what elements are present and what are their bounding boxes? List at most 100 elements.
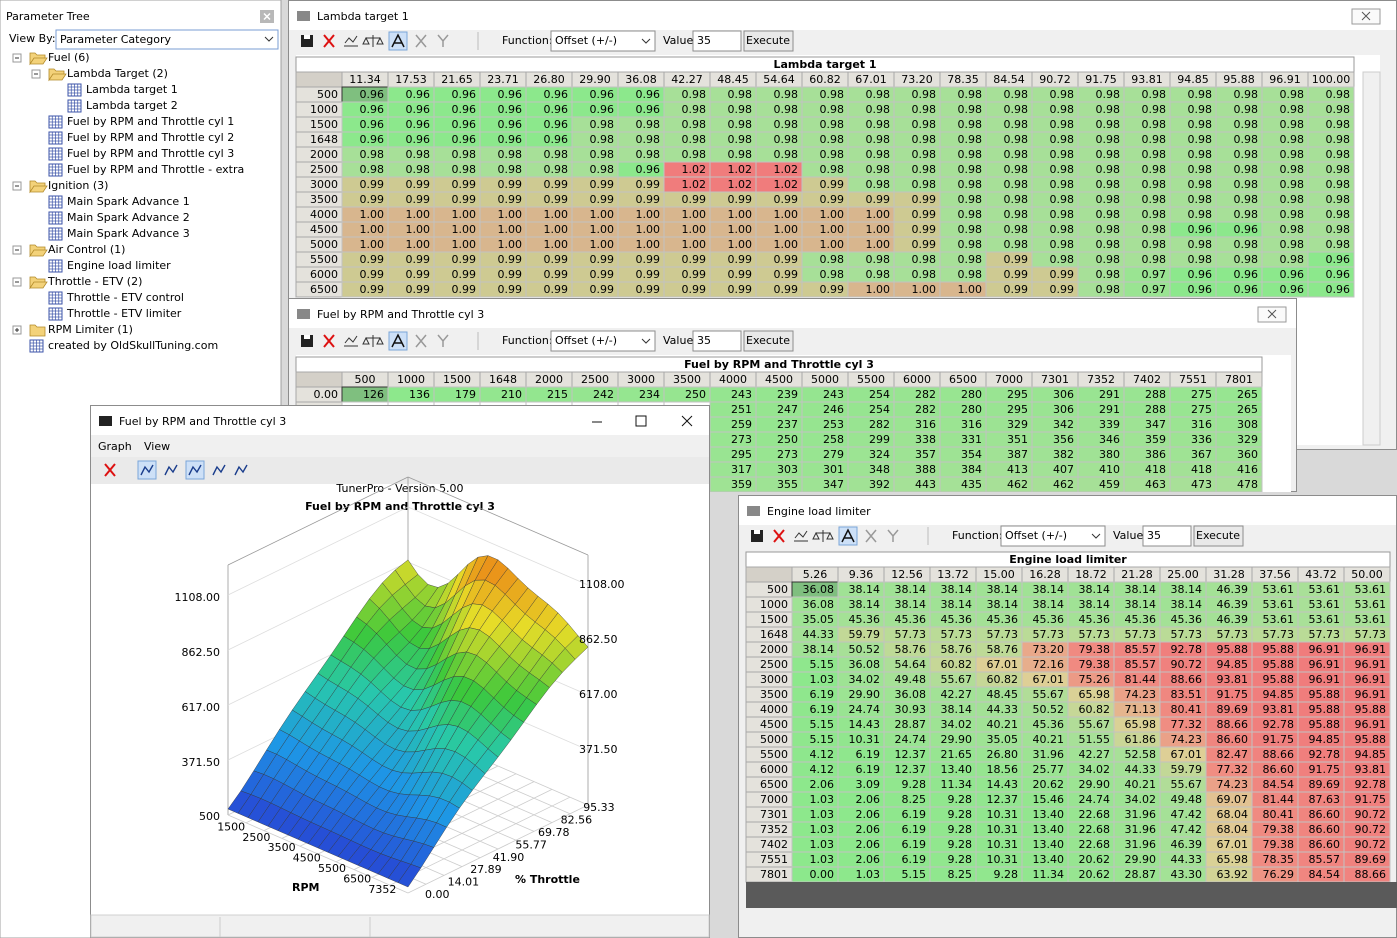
function-select[interactable]	[1000, 525, 1106, 547]
cell-value: 81.44	[1263, 793, 1295, 806]
window-buttons[interactable]	[592, 415, 693, 427]
cell-value: 0.98	[866, 163, 891, 176]
row-label: 1648	[760, 628, 788, 641]
view-by-select[interactable]	[55, 29, 279, 50]
tree-item[interactable]: Fuel by RPM and Throttle cyl 3	[67, 147, 234, 160]
close-glyph	[263, 12, 271, 21]
execute-label[interactable]: Execute	[1196, 529, 1240, 542]
tree-item[interactable]: Throttle - ETV control	[66, 291, 184, 304]
cell-value: 329	[1007, 418, 1028, 431]
column-label: 36.08	[625, 73, 657, 86]
cell-value: 61.86	[1125, 733, 1157, 746]
cell[interactable]	[1307, 281, 1355, 298]
cell-value: 34.02	[1125, 793, 1157, 806]
graph-icon[interactable]	[344, 35, 358, 47]
tree-item[interactable]: RPM Limiter (1)	[48, 323, 133, 336]
window-icon	[99, 416, 112, 426]
cell-value: 0.98	[728, 118, 753, 131]
menu-item[interactable]: Graph	[98, 440, 132, 453]
throttle-label: 55.77	[515, 838, 547, 851]
cell-value: 0.98	[1280, 178, 1305, 191]
column-label: 96.91	[1269, 73, 1301, 86]
cell-value: 0.98	[1234, 208, 1259, 221]
cell-value: 0.98	[1050, 223, 1075, 236]
close-graph-icon[interactable]	[104, 463, 116, 477]
discard-icon[interactable]	[323, 34, 335, 48]
execute-button[interactable]	[743, 30, 794, 52]
compare-icon[interactable]	[812, 530, 834, 542]
cell-value: 463	[1145, 478, 1166, 491]
tree-item[interactable]: Fuel by RPM and Throttle cyl 1	[67, 115, 234, 128]
function-select[interactable]	[550, 330, 656, 352]
tree-item[interactable]: Lambda Target (2)	[67, 67, 168, 80]
floor-grid	[389, 796, 571, 886]
value-input[interactable]	[692, 30, 742, 52]
floor-grid	[407, 804, 589, 894]
cell-value: 1.00	[452, 238, 477, 251]
cell-value: 0.96	[406, 103, 431, 116]
cell-value: 0.98	[958, 103, 983, 116]
tree-item[interactable]: Main Spark Advance 2	[67, 211, 190, 224]
tree-item[interactable]: Ignition (3)	[48, 179, 108, 192]
column-label: 6500	[949, 373, 977, 386]
cell[interactable]	[1215, 476, 1263, 492]
cell-value: 9.28	[902, 778, 927, 791]
cell-value: 10.31	[987, 808, 1019, 821]
value-input[interactable]	[692, 330, 742, 352]
tree-item[interactable]: Fuel (6)	[48, 51, 90, 64]
tree-item[interactable]: Engine load limiter	[67, 259, 171, 272]
cell-value: 239	[777, 388, 798, 401]
cell-value: 96.91	[1355, 658, 1387, 671]
cell-value: 55.67	[1079, 718, 1111, 731]
cell-value: 49.48	[1171, 793, 1203, 806]
panel-close[interactable]	[260, 10, 274, 23]
cell-value: 1.00	[866, 223, 891, 236]
tree-item[interactable]: Lambda target 1	[86, 83, 178, 96]
value-input[interactable]	[1142, 525, 1192, 547]
graph-icon[interactable]	[794, 530, 808, 542]
close-button[interactable]	[1351, 8, 1381, 25]
cell-value: 50.52	[849, 643, 881, 656]
graph-icon[interactable]	[344, 335, 358, 347]
table-icon	[48, 115, 63, 129]
compare-icon[interactable]	[362, 335, 384, 347]
cell-value: 1.00	[820, 208, 845, 221]
tree-item[interactable]: Fuel by RPM and Throttle cyl 2	[67, 131, 234, 144]
cell-value: 5.15	[810, 718, 835, 731]
discard-icon[interactable]	[323, 334, 335, 348]
compare-icon[interactable]	[362, 35, 384, 47]
cell-value: 0.96	[1234, 268, 1259, 281]
execute-button[interactable]	[743, 330, 794, 352]
execute-label[interactable]: Execute	[746, 334, 790, 347]
tree-item[interactable]: Throttle - ETV (2)	[47, 275, 142, 288]
cell-value: 57.73	[895, 628, 927, 641]
column-label: 78.35	[947, 73, 979, 86]
cell-value: 0.98	[728, 148, 753, 161]
tree-item[interactable]: Lambda target 2	[86, 99, 178, 112]
tree-item[interactable]: Air Control (1)	[48, 243, 125, 256]
tree-item[interactable]: Throttle - ETV limiter	[66, 307, 182, 320]
tree-item[interactable]: created by OldSkullTuning.com	[48, 339, 218, 352]
cell-value: 6.19	[810, 688, 835, 701]
execute-label[interactable]: Execute	[746, 34, 790, 47]
row-label: 1500	[760, 613, 788, 626]
throttle-label: 27.89	[470, 863, 502, 876]
row-label: 0.00	[314, 388, 339, 401]
cell-value: 1.03	[810, 823, 835, 836]
cell-value: 1.00	[636, 208, 661, 221]
tree-item[interactable]: Fuel by RPM and Throttle - extra	[67, 163, 244, 176]
close-button[interactable]	[1257, 306, 1287, 323]
discard-icon[interactable]	[773, 529, 785, 543]
cell-value: 84.54	[1309, 868, 1341, 881]
tree-item[interactable]: Main Spark Advance 3	[67, 227, 190, 240]
function-select[interactable]	[550, 30, 656, 52]
cell-value: 57.73	[1355, 628, 1387, 641]
cell-value: 0.98	[1096, 133, 1121, 146]
menu-item[interactable]: View	[144, 440, 170, 453]
execute-button[interactable]	[1193, 525, 1244, 547]
row-label: 6500	[310, 283, 338, 296]
cell-value: 1.00	[406, 208, 431, 221]
tree-item[interactable]: Main Spark Advance 1	[67, 195, 190, 208]
cell-value: 0.98	[958, 178, 983, 191]
cell-value: 8.25	[948, 868, 973, 881]
